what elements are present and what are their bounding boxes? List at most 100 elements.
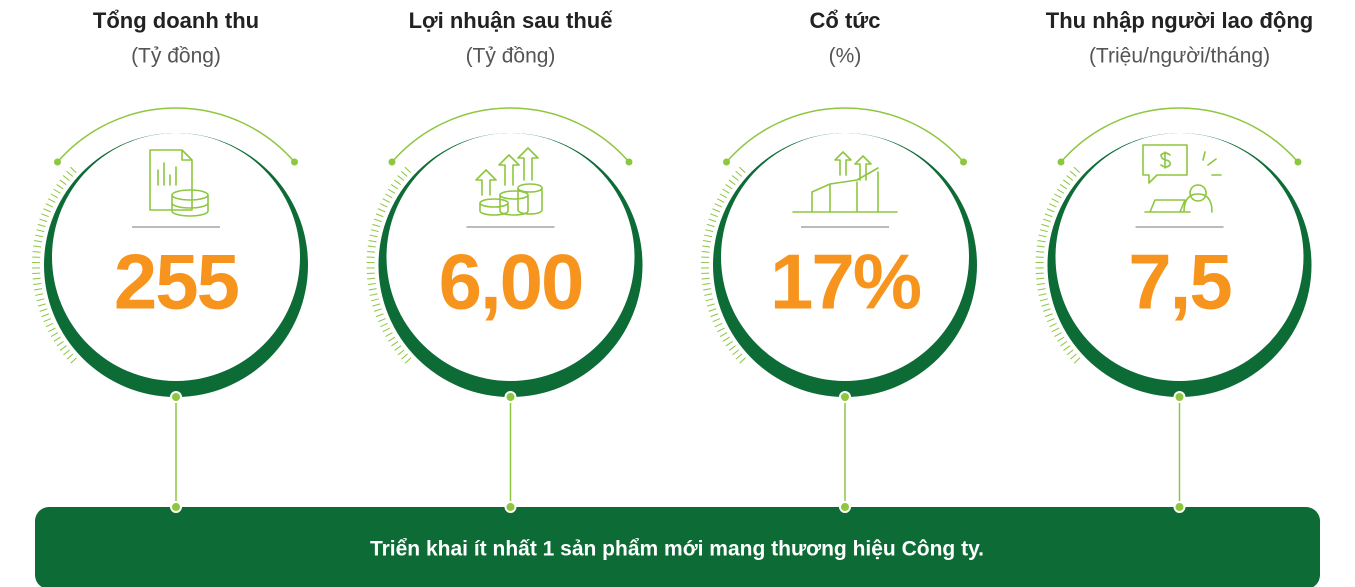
hatch-tick [712,318,721,323]
hatch-tick [714,203,723,208]
hatch-tick [710,313,719,318]
hatch-tick [1049,322,1057,328]
hatch-tick [32,250,41,253]
hatch-tick [1036,250,1045,253]
hatch-tick [716,198,725,203]
hatch-tick [404,357,412,364]
hatch-tick [32,277,41,280]
hatch-tick [43,208,52,213]
hatch-tick [382,327,391,333]
ring-inner [52,133,300,381]
hatch-tick [41,313,50,318]
hatch-tick [385,332,393,337]
hatch-tick [1048,203,1057,208]
hatch-tick [59,345,67,351]
item-title: Cổ tức [810,8,881,33]
hatch-tick [368,288,377,291]
hatch-tick [53,188,61,194]
arc-dot [54,158,62,166]
hatch-tick [1069,170,1077,177]
arc-dot [388,158,396,166]
item-unit: (Tỷ đồng) [466,45,556,68]
hatch-tick [1036,282,1045,286]
hatch-tick [36,298,45,302]
hatch-tick [388,336,396,342]
hatch-tick [39,308,48,312]
hatch-tick [704,293,713,296]
hatch-tick [62,175,70,181]
hatch-tick [1039,298,1048,302]
hatch-tick [372,223,381,228]
hatch-tick [56,184,64,190]
hatch-tick [708,308,717,312]
hatch-tick [394,179,402,186]
hatch-tick [39,218,48,223]
top-arc [1060,107,1299,163]
item-title: Thu nhập người lao động [1046,8,1313,33]
hatch-tick [394,345,402,351]
hatch-tick [1073,166,1081,173]
icon [475,147,543,216]
hatch-tick [1044,213,1053,218]
hatch-tick [367,245,376,248]
banner [35,507,1320,587]
hatch-tick [728,179,736,186]
hatch-tick [1046,318,1055,323]
hatch-tick [33,245,42,248]
hatch-tick [1056,188,1065,194]
connector-dot [504,391,517,403]
hatch-tick [34,288,43,291]
hatch-tick [34,239,43,243]
arc-dot [625,158,633,166]
hatch-tick [41,213,50,218]
hatch-tick [1037,239,1046,243]
hatch-tick [1070,353,1077,360]
hatch-tick [375,313,384,318]
hatch-tick [719,193,727,199]
connector-dot [839,501,851,513]
hatch-tick [1038,234,1047,238]
top-arc [391,107,630,163]
hatch-tick [70,166,77,173]
hatch-tick [1042,218,1051,223]
hatch-tick [1039,229,1048,233]
hatch-tick [374,308,382,312]
hatch-tick [369,234,378,238]
hatch-tick [43,318,52,323]
hatch-tick [35,293,44,296]
hatch-tick [701,250,710,253]
hatch-tick [1036,277,1045,280]
arc-dot [1294,158,1302,166]
hatch-tick [725,341,733,347]
hatch-tick [1044,313,1053,318]
hatch-tick [725,184,733,190]
hatch-tick [373,218,382,223]
arc-dot [1057,158,1065,166]
hatch-tick [391,341,399,347]
hatch-tick [37,303,46,307]
hatch-tick [1046,208,1055,213]
hatch-tick [1054,332,1062,337]
hatch-tick [48,327,56,333]
hatch-tick [33,282,42,286]
icon [1142,144,1222,213]
banner-text: Triển khai ít nhất 1 sản phẩm mới mang t… [370,538,984,561]
hatch-tick [367,282,376,286]
hatch-tick [1038,293,1047,296]
hatch-tick [722,336,730,342]
hatch-tick [377,208,386,213]
arc-dot [723,158,731,166]
hatch-tick [45,322,54,328]
hatch-tick [390,184,399,190]
hatch-tick [63,349,71,356]
hatch-tick [387,188,396,194]
hatch-tick [404,166,412,173]
hatch-tick [731,175,739,181]
hatch-tick [368,239,377,243]
connector-dot [1173,391,1186,403]
top-arc [56,107,296,163]
hatch-tick [701,277,710,280]
hatch-tick [702,245,711,248]
hatch-tick [703,288,712,291]
hatch-tick [702,282,711,286]
